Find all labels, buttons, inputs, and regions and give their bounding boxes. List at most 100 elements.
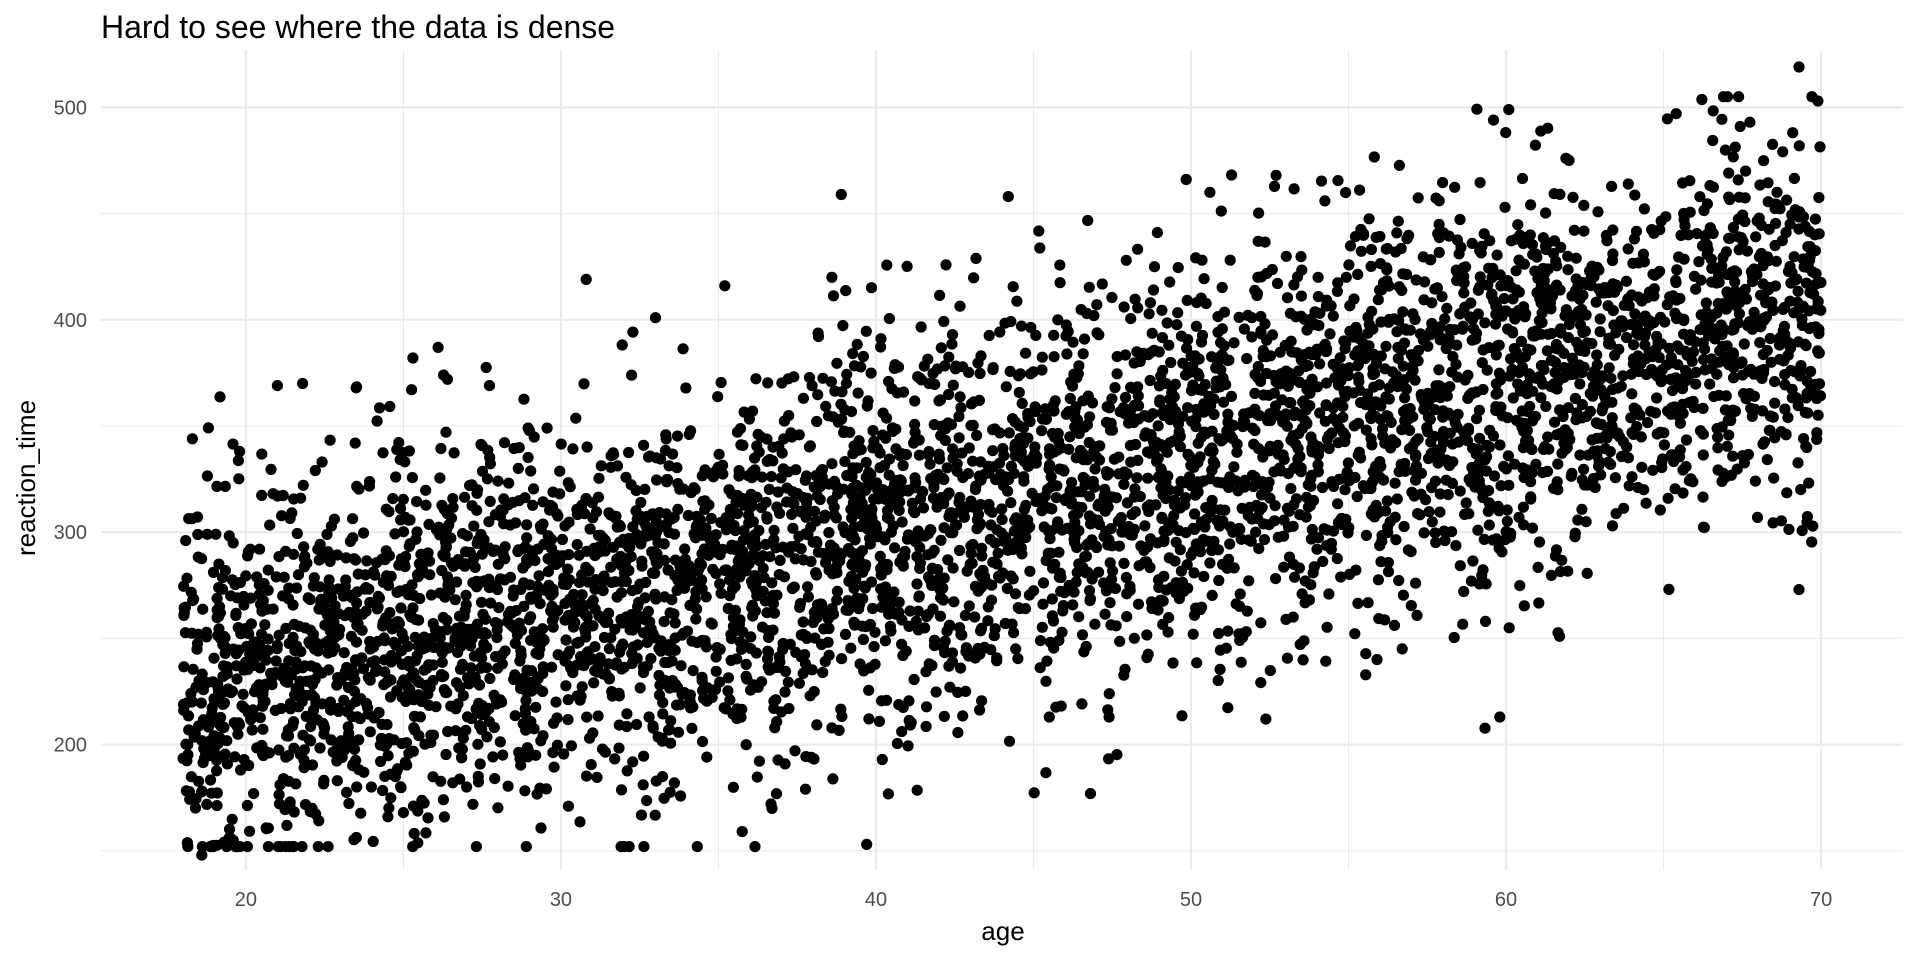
data-point bbox=[1629, 189, 1641, 201]
data-point bbox=[1576, 303, 1588, 316]
data-point bbox=[683, 560, 695, 572]
data-point bbox=[974, 704, 986, 716]
data-point bbox=[1810, 278, 1822, 290]
data-point bbox=[1355, 223, 1367, 236]
data-point bbox=[1393, 466, 1405, 478]
data-point bbox=[558, 748, 570, 760]
data-point bbox=[986, 579, 998, 591]
data-point bbox=[1576, 474, 1588, 486]
data-point bbox=[1480, 465, 1492, 477]
data-point bbox=[204, 774, 217, 786]
data-point bbox=[893, 596, 905, 608]
data-point bbox=[963, 442, 975, 454]
data-point bbox=[201, 798, 213, 811]
data-point bbox=[1729, 276, 1741, 288]
data-point bbox=[380, 503, 392, 515]
data-point bbox=[1067, 599, 1079, 611]
data-point bbox=[1709, 333, 1721, 345]
data-point bbox=[696, 671, 708, 683]
data-point bbox=[531, 788, 543, 800]
data-point bbox=[1008, 525, 1021, 537]
data-point bbox=[972, 357, 984, 369]
data-point bbox=[903, 620, 915, 633]
data-point bbox=[730, 540, 742, 552]
data-point bbox=[599, 616, 612, 629]
data-point bbox=[342, 681, 355, 694]
data-point bbox=[262, 564, 274, 576]
data-point bbox=[355, 693, 367, 705]
data-point bbox=[1493, 339, 1505, 351]
data-point bbox=[1139, 430, 1151, 442]
data-point bbox=[340, 552, 352, 564]
data-point bbox=[406, 384, 418, 396]
data-point bbox=[1620, 332, 1633, 344]
data-point bbox=[1546, 354, 1558, 366]
data-point bbox=[811, 719, 823, 731]
data-point bbox=[614, 521, 626, 533]
data-point bbox=[1352, 417, 1365, 429]
data-point bbox=[297, 662, 309, 674]
data-point bbox=[971, 523, 983, 535]
data-point bbox=[1109, 382, 1121, 394]
data-point bbox=[306, 759, 319, 771]
data-point bbox=[1758, 436, 1771, 448]
data-point bbox=[1635, 431, 1647, 443]
data-point bbox=[413, 677, 425, 689]
data-point bbox=[1514, 353, 1526, 365]
data-point bbox=[1376, 535, 1388, 547]
data-point bbox=[606, 690, 619, 702]
data-point bbox=[1180, 492, 1192, 504]
data-point bbox=[656, 771, 669, 783]
data-point bbox=[377, 784, 389, 797]
data-point bbox=[1419, 276, 1431, 288]
data-point bbox=[1701, 228, 1713, 240]
data-point bbox=[650, 515, 662, 527]
data-point bbox=[1383, 280, 1395, 292]
data-point bbox=[1587, 369, 1600, 381]
data-point bbox=[1788, 251, 1800, 263]
data-point bbox=[1206, 544, 1218, 557]
data-point bbox=[256, 600, 268, 613]
data-point bbox=[1806, 321, 1818, 334]
data-point bbox=[468, 552, 480, 564]
data-point bbox=[1354, 184, 1366, 196]
data-point bbox=[1270, 573, 1282, 585]
data-point bbox=[934, 610, 947, 622]
data-point bbox=[299, 622, 311, 634]
data-point bbox=[1117, 521, 1130, 533]
data-point bbox=[1451, 339, 1463, 351]
data-point bbox=[909, 535, 921, 548]
data-point bbox=[1464, 311, 1476, 323]
data-point bbox=[1106, 291, 1118, 304]
data-point bbox=[799, 649, 811, 661]
data-point bbox=[321, 528, 333, 541]
data-point bbox=[1764, 424, 1776, 437]
data-point bbox=[669, 570, 681, 582]
data-point bbox=[1156, 511, 1168, 523]
data-point bbox=[734, 571, 746, 583]
data-point bbox=[1779, 379, 1791, 391]
data-point bbox=[1542, 328, 1554, 340]
data-point bbox=[369, 655, 381, 667]
data-point bbox=[1626, 388, 1638, 400]
data-point bbox=[1800, 277, 1813, 289]
data-point bbox=[1044, 636, 1057, 648]
data-point bbox=[1803, 477, 1815, 489]
data-point bbox=[636, 560, 648, 572]
data-point bbox=[690, 586, 702, 598]
data-point bbox=[759, 538, 772, 551]
data-point bbox=[399, 756, 411, 768]
data-point bbox=[1457, 618, 1469, 630]
data-point bbox=[1247, 422, 1259, 434]
data-point bbox=[1717, 251, 1729, 264]
data-point bbox=[1499, 534, 1511, 546]
data-point bbox=[1574, 378, 1586, 390]
data-point bbox=[1353, 376, 1365, 388]
data-point bbox=[425, 729, 437, 741]
data-point bbox=[1396, 424, 1408, 436]
data-point bbox=[1463, 508, 1475, 520]
data-point bbox=[1636, 461, 1648, 473]
data-point bbox=[1150, 499, 1162, 511]
data-point bbox=[211, 800, 223, 812]
data-point bbox=[1187, 628, 1199, 640]
